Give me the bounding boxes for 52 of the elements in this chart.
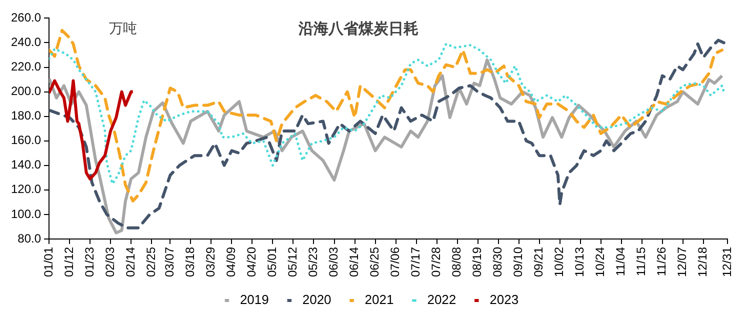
y-tick-label: 260.0 [11,10,42,25]
x-tick-label: 10/24 [593,246,608,277]
x-tick-label: 09/21 [532,246,546,277]
x-tick-label: 07/28 [429,246,444,277]
x-tick-label: 11/04 [614,246,628,276]
x-tick-label: 05/23 [306,246,320,277]
x-tick-label: 10/13 [572,246,587,277]
x-tick-label: 10/02 [552,246,566,277]
x-tick-label: 02/14 [123,246,138,277]
legend-label: 2020 [302,292,332,308]
x-tick-label: 05/01 [265,246,280,277]
y-tick-label: 180.0 [11,108,42,123]
x-tick-label: 04/09 [224,246,238,277]
x-tick-label: 01/23 [82,246,96,277]
annotation: 万吨 [109,20,138,37]
x-tick-label: 06/25 [368,246,382,277]
x-tick-label: 02/03 [102,246,117,277]
x-tick-label: 05/12 [286,246,300,277]
x-tick-label: 03/18 [183,246,198,277]
y-tick-label: 120.0 [11,182,42,196]
y-tick-label: 80.0 [18,231,42,246]
y-tick-label: 100.0 [11,206,42,221]
x-tick-label: 08/19 [470,246,484,277]
x-tick-label: 07/06 [388,246,402,277]
y-tick-label: 200.0 [11,84,42,98]
x-tick-label: 06/14 [347,246,362,277]
x-tick-label: 12/18 [696,246,710,277]
y-tick-label: 160.0 [11,133,42,148]
chart-title: 沿海八省煤炭日耗 [297,20,418,38]
x-tick-label: 01/12 [62,246,76,277]
legend-label: 2019 [240,292,269,308]
x-tick-label: 12/07 [675,246,690,277]
x-tick-label: 09/10 [511,246,526,277]
x-tick-label: 02/25 [144,246,158,277]
x-tick-label: 03/29 [204,246,218,277]
x-tick-label: 08/30 [490,246,505,277]
legend-label: 2021 [364,292,394,308]
x-tick-label: 04/20 [244,246,259,277]
x-tick-label: 06/03 [326,246,341,277]
x-tick-label: 08/08 [450,246,464,277]
y-tick-label: 140.0 [11,158,42,172]
y-tick-label: 220.0 [11,60,42,74]
line-series [49,42,726,186]
x-tick-label: 03/07 [162,246,177,277]
x-tick-label: 11/15 [634,246,648,276]
x-tick-label: 07/17 [408,246,423,277]
x-tick-label: 01/01 [41,246,56,277]
legend-label: 2022 [427,292,456,308]
legend-label: 2023 [490,292,519,308]
x-tick-label: 12/31 [720,246,734,277]
y-tick-label: 240.0 [11,35,42,50]
x-tick-label: 11/26 [654,246,669,276]
